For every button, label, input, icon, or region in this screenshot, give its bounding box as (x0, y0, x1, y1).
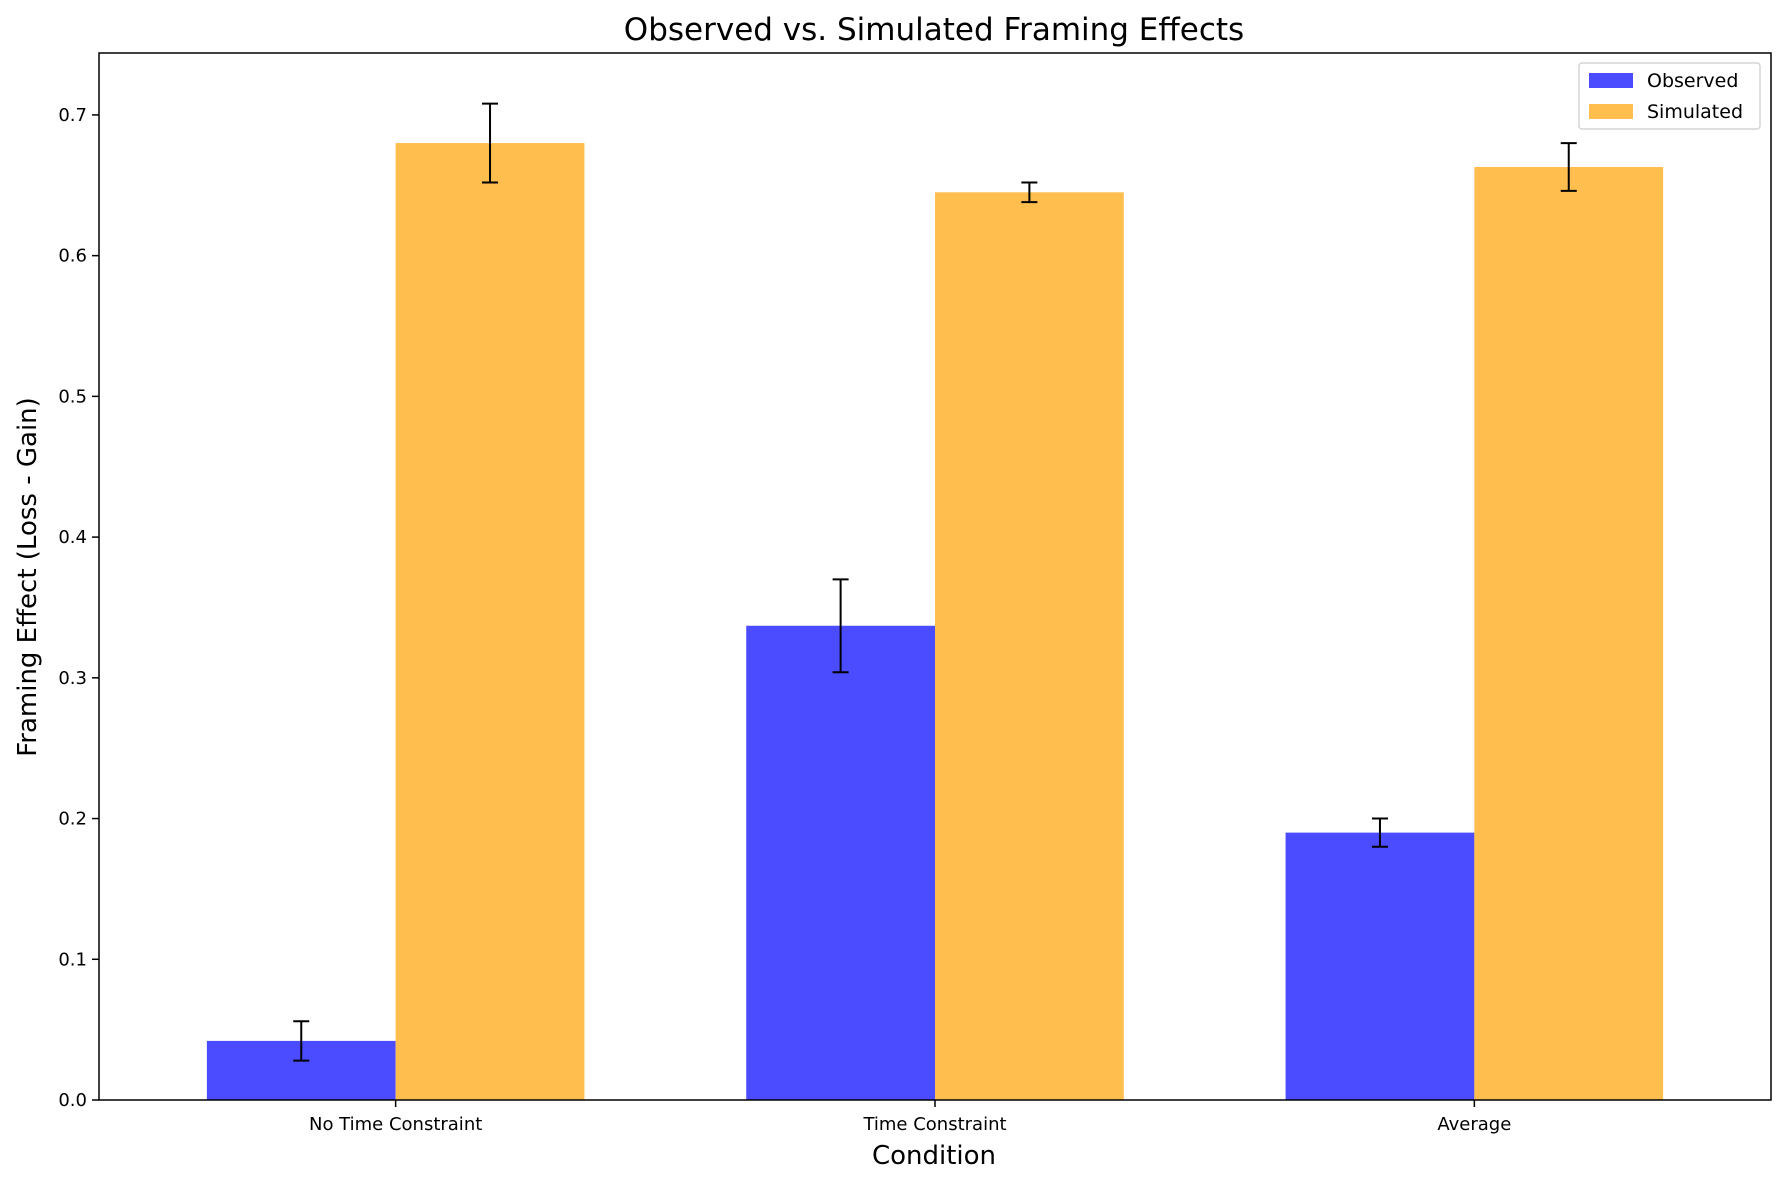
bars-layer (206, 143, 1664, 1101)
bar-simulated-2 (935, 192, 1124, 1100)
y-tick-label: 0.7 (58, 105, 87, 126)
error-bars-layer (293, 102, 1577, 1062)
legend-swatch-observed (1589, 73, 1633, 88)
error-bar-observed-3 (1371, 817, 1388, 848)
y-tick-label: 0.5 (58, 386, 87, 407)
error-bar-simulated-2 (1021, 181, 1038, 204)
bar-observed-2 (746, 625, 935, 1100)
error-bar-simulated-1 (482, 102, 499, 184)
y-tick-label: 0.0 (58, 1090, 87, 1111)
legend-label-observed: Observed (1647, 70, 1738, 92)
y-tick-label: 0.2 (58, 809, 87, 830)
y-axis: 0.0 0.1 0.2 0.3 0.4 0.5 0.6 0.7 (58, 105, 99, 1111)
legend-swatch-simulated (1589, 104, 1633, 119)
x-axis-title: Condition (872, 1141, 996, 1171)
x-tick-label: Time Constraint (862, 1114, 1006, 1135)
error-bar-observed-1 (293, 1020, 310, 1062)
error-bar-simulated-3 (1560, 142, 1577, 192)
x-tick-label: No Time Constraint (309, 1114, 482, 1135)
plot-frame (98, 52, 1772, 1101)
y-axis-title: Framing Effect (Loss - Gain) (13, 397, 43, 757)
legend: Observed Simulated (1578, 62, 1761, 130)
bar-observed-3 (1285, 832, 1475, 1100)
bar-simulated-1 (395, 143, 585, 1100)
bar-simulated-3 (1474, 166, 1664, 1101)
x-tick-label: Average (1437, 1114, 1511, 1135)
y-tick-label: 0.6 (58, 246, 87, 267)
chart-title: Observed vs. Simulated Framing Effects (624, 12, 1244, 48)
error-bar-observed-2 (832, 578, 849, 674)
y-tick-label: 0.4 (58, 527, 87, 548)
y-tick-label: 0.3 (58, 668, 87, 689)
y-tick-label: 0.1 (58, 949, 87, 970)
legend-label-simulated: Simulated (1647, 101, 1743, 123)
x-axis: No Time Constraint Time Constraint Average (309, 1100, 1511, 1135)
